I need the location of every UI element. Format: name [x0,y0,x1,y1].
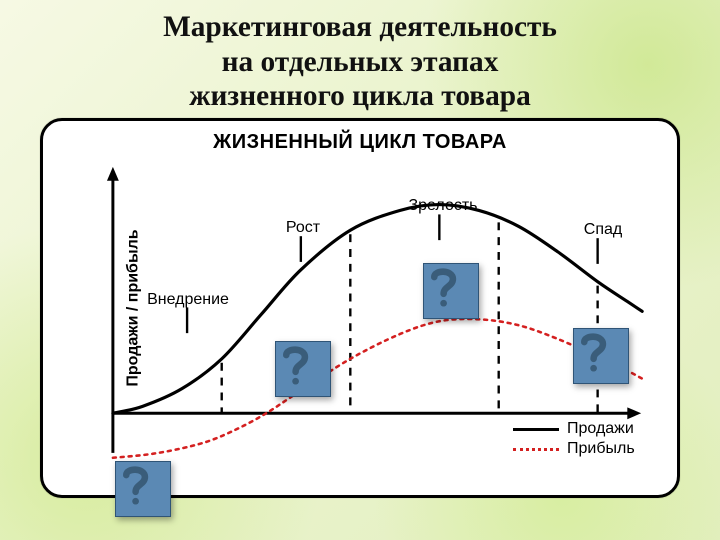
question-box-0[interactable] [275,341,331,397]
stage-label-0: Внедрение [147,291,229,309]
question-box-1[interactable] [423,263,479,319]
legend-swatch [513,448,559,451]
legend-item-sales: Продажи [513,419,635,439]
lifecycle-panel: ЖИЗНЕННЫЙ ЦИКЛ ТОВАРА Продажи / прибыль … [40,118,680,498]
question-box-2[interactable] [573,328,629,384]
title-line-2: на отдельных этапах [0,45,720,80]
legend-swatch [513,428,559,431]
legend: Продажи Прибыль [513,419,635,459]
title-line-3: жизненного цикла товара [0,79,720,114]
legend-label: Продажи [567,420,634,438]
legend-item-profit: Прибыль [513,439,635,459]
question-mark-icon [424,264,463,309]
panel-title: ЖИЗНЕННЫЙ ЦИКЛ ТОВАРА [43,131,677,154]
legend-label: Прибыль [567,440,635,458]
stage-label-3: Спад [584,221,622,239]
question-mark-icon [116,462,155,507]
lifecycle-chart: Внедрение Рост Зрелость Спад Продажи Прибыль [103,161,657,475]
stage-label-2: Зрелость [408,197,477,215]
question-mark-icon [276,342,315,387]
question-box-3[interactable] [115,461,171,517]
title-line-1: Маркетинговая деятельность [0,10,720,45]
stage-label-1: Рост [286,219,320,237]
slide-title: Маркетинговая деятельность на отдельных … [0,10,720,114]
question-mark-icon [574,329,613,374]
